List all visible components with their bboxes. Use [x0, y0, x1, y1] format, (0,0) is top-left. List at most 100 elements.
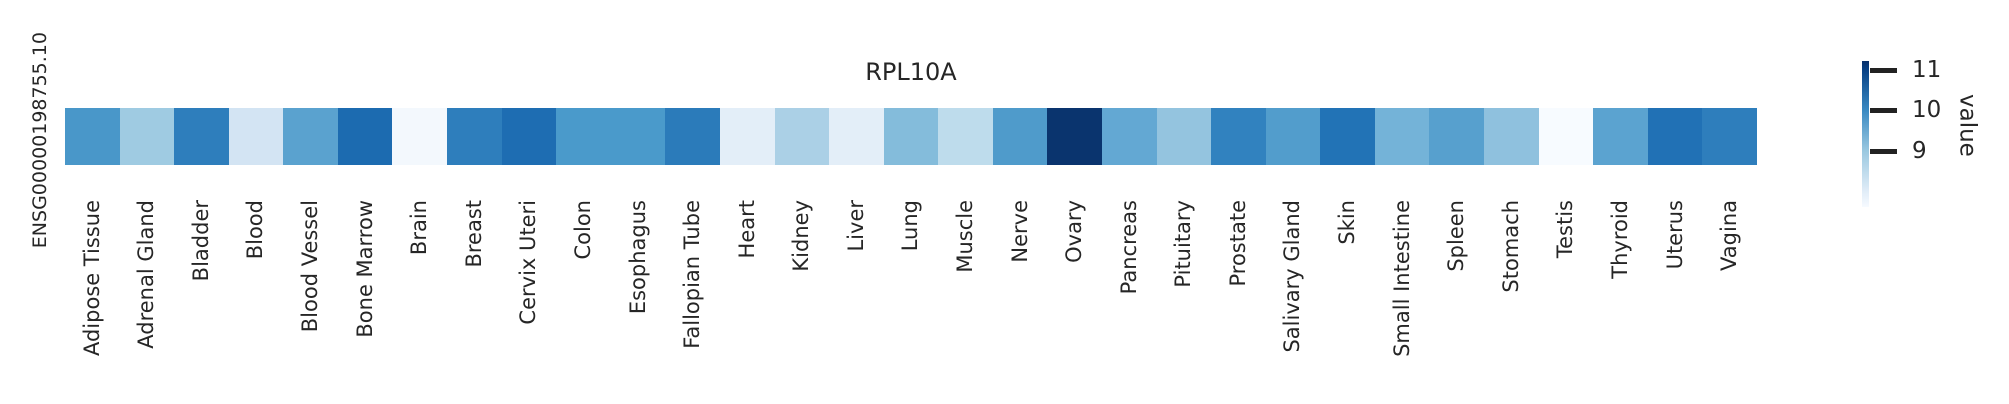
heatmap-cell-adipose-tissue	[65, 108, 120, 165]
x-tick-label: Heart	[734, 200, 759, 259]
x-tick-heart: Heart	[720, 200, 775, 380]
heatmap-cell-pancreas	[1101, 108, 1157, 165]
heatmap-cell-stomach	[1484, 108, 1539, 165]
x-tick-blood-vessel: Blood Vessel	[283, 200, 338, 380]
x-tick-lung: Lung	[884, 200, 939, 380]
x-tick-brain: Brain	[392, 200, 447, 380]
figure-title: RPL10A	[865, 58, 957, 86]
x-tick-adipose-tissue: Adipose Tissue	[65, 200, 120, 380]
x-tick-label: Testis	[1553, 200, 1578, 259]
heatmap-cell-cervix-uteri	[501, 108, 557, 165]
colorbar-tick-mark	[1870, 107, 1897, 113]
x-tick-label: Pituitary	[1171, 200, 1196, 288]
heatmap-cell-blood-vessel	[283, 108, 338, 165]
colorbar-axis-label: value	[1952, 90, 1982, 160]
x-tick-label: Salivary Gland	[1280, 200, 1305, 353]
heatmap-cell-fallopian-tube	[665, 108, 720, 165]
heatmap-cell-muscle	[938, 108, 993, 165]
x-tick-small-intestine: Small Intestine	[1375, 200, 1430, 380]
x-tick-salivary-gland: Salivary Gland	[1266, 200, 1321, 380]
heatmap-cell-ovary	[1047, 108, 1102, 165]
heatmap-cell-small-intestine	[1374, 108, 1430, 165]
x-tick-label: Colon	[570, 200, 595, 260]
x-tick-label: Adipose Tissue	[79, 200, 104, 357]
heatmap-cell-heart	[719, 108, 775, 165]
x-tick-label: Blood Vessel	[298, 200, 323, 333]
colorbar	[1862, 61, 1869, 207]
x-tick-uterus: Uterus	[1648, 200, 1703, 380]
x-tick-liver: Liver	[829, 200, 884, 380]
x-tick-label: Lung	[898, 200, 923, 252]
x-tick-nerve: Nerve	[993, 200, 1048, 380]
heatmap-cell-lung	[883, 108, 939, 165]
x-tick-label: Small Intestine	[1389, 200, 1414, 357]
x-tick-kidney: Kidney	[775, 200, 830, 380]
heatmap-cell-testis	[1538, 108, 1594, 165]
heatmap-cell-pituitary	[1156, 108, 1212, 165]
x-tick-label: Fallopian Tube	[680, 200, 705, 349]
heatmap-cell-uterus	[1647, 108, 1703, 165]
x-tick-label: Vagina	[1717, 200, 1742, 271]
heatmap-cell-prostate	[1211, 108, 1266, 165]
x-tick-blood: Blood	[229, 200, 284, 380]
x-tick-colon: Colon	[556, 200, 611, 380]
x-tick-testis: Testis	[1539, 200, 1594, 380]
x-tick-spleen: Spleen	[1429, 200, 1484, 380]
heatmap-cell-thyroid	[1593, 108, 1648, 165]
x-tick-label: Liver	[843, 200, 868, 252]
x-tick-label: Kidney	[789, 200, 814, 272]
heatmap-cell-vagina	[1702, 108, 1757, 165]
x-tick-label: Stomach	[1498, 200, 1523, 293]
heatmap-cell-spleen	[1429, 108, 1485, 165]
colorbar-tick-label: 11	[1912, 56, 1942, 83]
x-tick-label: Breast	[461, 200, 486, 268]
colorbar-tick-label: 10	[1912, 96, 1942, 123]
x-tick-label: Thyroid	[1607, 200, 1632, 279]
x-tick-label: Spleen	[1444, 200, 1469, 272]
x-tick-label: Cervix Uteri	[516, 200, 541, 325]
x-tick-bladder: Bladder	[174, 200, 229, 380]
colorbar-tick-label: 9	[1912, 137, 1927, 164]
heatmap-row	[65, 108, 1757, 165]
x-tick-label: Nerve	[1007, 200, 1032, 263]
x-tick-label: Esophagus	[625, 200, 650, 315]
x-tick-breast: Breast	[447, 200, 502, 380]
heatmap-cell-adrenal-gland	[119, 108, 175, 165]
x-tick-prostate: Prostate	[1211, 200, 1266, 380]
x-tick-esophagus: Esophagus	[611, 200, 666, 380]
x-tick-thyroid: Thyroid	[1593, 200, 1648, 380]
x-tick-stomach: Stomach	[1484, 200, 1539, 380]
gene-row-label: ENSG00000198755.10	[25, 32, 55, 248]
heatmap-cell-esophagus	[610, 108, 666, 165]
x-tick-label: Brain	[407, 200, 432, 256]
heatmap-cell-breast	[447, 108, 502, 165]
heatmap-cell-colon	[556, 108, 611, 165]
colorbar-tick-mark	[1870, 67, 1897, 73]
heatmap-cell-brain	[392, 108, 448, 165]
heatmap-cell-bladder	[174, 108, 229, 165]
heatmap-cell-kidney	[774, 108, 830, 165]
heatmap-cell-bone-marrow	[337, 108, 393, 165]
x-tick-label: Prostate	[1225, 200, 1250, 287]
x-tick-bone-marrow: Bone Marrow	[338, 200, 393, 380]
gene-row-label-text: ENSG00000198755.10	[28, 31, 51, 249]
x-tick-pituitary: Pituitary	[1157, 200, 1212, 380]
x-tick-label: Bone Marrow	[352, 200, 377, 338]
heatmap-cell-blood	[228, 108, 284, 165]
x-tick-label: Uterus	[1662, 200, 1687, 270]
x-tick-cervix-uteri: Cervix Uteri	[502, 200, 557, 380]
x-tick-label: Adrenal Gland	[134, 200, 159, 349]
x-tick-pancreas: Pancreas	[1102, 200, 1157, 380]
heatmap-cell-salivary-gland	[1265, 108, 1321, 165]
x-tick-ovary: Ovary	[1047, 200, 1102, 380]
x-tick-fallopian-tube: Fallopian Tube	[665, 200, 720, 380]
colorbar-axis-label-text: value	[1954, 93, 1981, 157]
x-tick-adrenal-gland: Adrenal Gland	[120, 200, 175, 380]
x-tick-label: Muscle	[952, 200, 977, 273]
x-tick-label: Blood	[243, 200, 268, 260]
x-tick-muscle: Muscle	[938, 200, 993, 380]
x-tick-skin: Skin	[1320, 200, 1375, 380]
x-axis-labels: Adipose Tissue Adrenal Gland Bladder Blood B…	[65, 200, 1757, 380]
x-tick-label: Ovary	[1062, 200, 1087, 263]
